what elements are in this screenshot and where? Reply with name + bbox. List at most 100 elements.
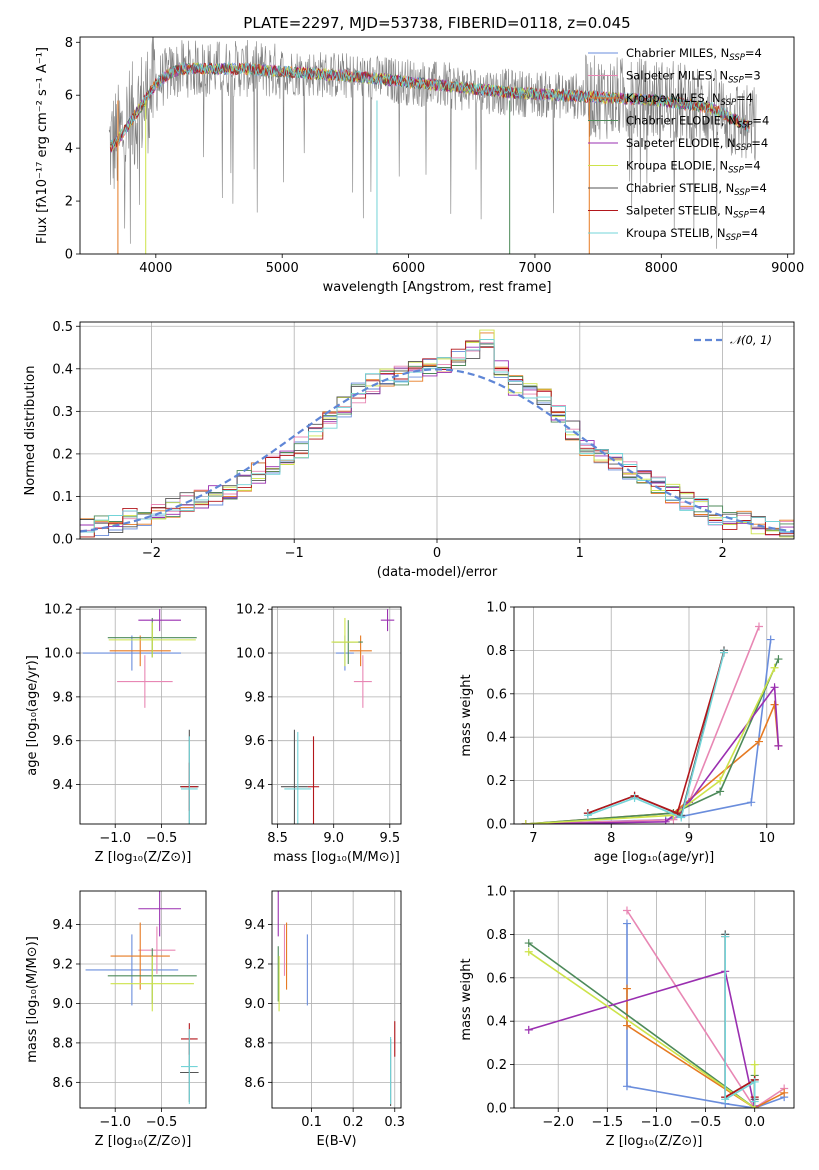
mass-weight-marker: [721, 1095, 730, 1104]
mass-weight-marker: [755, 737, 763, 746]
mass-weight-marker: [716, 787, 725, 796]
x-tick-label: 0: [433, 546, 441, 561]
axes-frame: [79, 321, 795, 540]
mass-weight-marker: [524, 947, 533, 956]
mass-weight-marker: [774, 741, 783, 750]
mass-weight-marker: [661, 817, 670, 824]
y-tick-label: 9.4: [244, 778, 265, 793]
mass-weight-marker: [770, 683, 779, 692]
histogram-step: [80, 339, 794, 533]
x-tick-label: 7000: [518, 261, 551, 276]
normal-reference-curve: [80, 368, 794, 533]
panel-mass-vs-Z: −1.0 −0.5 8.6 8.8 9.0 9.2 9.4 Z [log₁₀(Z/Z⊙)] ma…: [25, 890, 207, 1149]
axes-residuals: −2 −1 0 1 2 0.0 0.1 0.2 0.3 0.4 0.5: [52, 320, 726, 561]
y-tick-label: 0.8: [486, 644, 507, 659]
mass-weight-marker: [780, 1088, 789, 1097]
mass-weight-marker: [524, 939, 533, 948]
y-tick-label: 9.0: [52, 997, 73, 1012]
mass-weight-line: [525, 658, 780, 824]
x-tick-label: 6000: [392, 261, 425, 276]
y-tick-label: 9.8: [244, 690, 265, 705]
y-tick-label: 9.8: [52, 690, 73, 705]
x-tick-label: 0.3: [384, 1115, 405, 1130]
mass-weight-marker: [766, 635, 775, 644]
plot-area-age-vs-Z: [82, 609, 199, 824]
mass-weight-line: [525, 626, 760, 824]
y-tick-label: 10.2: [236, 603, 265, 618]
plot-area-spectrum: [108, 37, 757, 254]
panel-residuals: −2 −1 0 1 2 0.0 0.1 0.2 0.3 0.4 0.5 (data-model)/er…: [23, 320, 795, 580]
model-spectrum-line: [110, 61, 750, 147]
mass-weight-marker: [720, 648, 728, 657]
x-axis-label: (data-model)/error: [377, 565, 498, 580]
x-tick-label: −0.5: [690, 1115, 722, 1130]
y-tick-label: 10.2: [44, 603, 73, 618]
plot-area-residuals: [80, 329, 794, 538]
mass-weight-marker: [521, 820, 530, 824]
y-tick-label: 0.4: [52, 362, 73, 377]
x-tick-label: −2.0: [542, 1115, 574, 1130]
x-tick-label: 10: [759, 831, 776, 846]
x-axis-label: Z [log₁₀(Z/Z⊙)]: [95, 850, 192, 865]
chart-panels: 4000 5000 6000 7000 8000 9000 0 2 4 6 8 wavelength …: [23, 36, 804, 1149]
x-tick-label: 8000: [645, 261, 678, 276]
axes-weight-vs-age: 7 8 9 10 0.0 0.2 0.4 0.6 0.8 1.0: [486, 601, 775, 847]
plot-area-age-vs-mass: [280, 609, 395, 824]
y-tick-label: 8: [65, 36, 73, 51]
x-tick-label: −1.0: [99, 831, 131, 846]
legend-entry: Kroupa MILES, NSSP=4: [626, 91, 753, 108]
y-tick-label: 9.4: [244, 918, 265, 933]
x-tick-label: −2: [142, 546, 161, 561]
mass-weight-marker: [750, 1097, 759, 1106]
mass-weight-marker: [622, 1082, 631, 1091]
mass-weight-marker: [583, 811, 592, 820]
y-tick-label: 8.8: [244, 1036, 265, 1051]
y-tick-label: 9.0: [244, 997, 265, 1012]
axes-frame: [513, 890, 795, 1109]
mass-weight-marker: [770, 700, 779, 709]
mass-weight-line: [724, 936, 756, 1102]
x-tick-label: −1.5: [592, 1115, 624, 1130]
y-tick-label: 0.2: [486, 1058, 507, 1073]
mass-weight-marker: [524, 1025, 533, 1034]
legend-entry: Salpeter ELODIE, NSSP=4: [626, 136, 768, 153]
x-axis-label: E(B-V): [316, 1134, 356, 1149]
panel-mass-vs-ebv: 0.1 0.2 0.3 8.6 8.8 9.0 9.2 9.4 E(B-V): [244, 890, 405, 1149]
axes-frame: [271, 606, 402, 825]
legend-entry: Kroupa STELIB, NSSP=4: [626, 226, 758, 243]
x-axis-label: mass [log₁₀(M/M⊙)]: [273, 850, 400, 865]
legend-entry: Chabrier STELIB, NSSP=4: [626, 181, 767, 198]
y-tick-label: 0.8: [486, 928, 507, 943]
x-tick-label: 7: [529, 831, 537, 846]
mass-weight-line: [587, 652, 725, 819]
mass-weight-marker: [750, 1060, 759, 1069]
mass-weight-marker: [755, 622, 763, 631]
x-tick-label: −1: [285, 546, 304, 561]
y-tick-label: 0.1: [52, 490, 73, 505]
legend-entry: Salpeter STELIB, NSSP=4: [626, 204, 766, 221]
mass-weight-marker: [747, 798, 756, 807]
y-tick-label: 0: [65, 248, 73, 263]
mass-weight-marker: [622, 1021, 631, 1030]
y-axis-label: Flux [fλ10⁻¹⁷ erg cm⁻² s⁻¹ A⁻¹]: [35, 47, 50, 244]
mass-weight-marker: [622, 906, 631, 915]
x-tick-label: 9.5: [379, 831, 400, 846]
axes-age-vs-mass: 8.5 9.0 9.5 9.4 9.6 9.8 10.0 10.2: [236, 603, 400, 846]
y-tick-label: 9.2: [52, 957, 73, 972]
plot-area-mass-vs-Z: [85, 891, 199, 1105]
x-tick-label: −0.5: [146, 831, 178, 846]
axes-frame: [513, 606, 795, 825]
panel-weight-vs-Z: −2.0 −1.5 −1.0 −0.5 0.0 0.0 0.2 0.4 0.6 0.8 1.0 Z […: [459, 885, 795, 1149]
x-tick-label: 4000: [139, 261, 172, 276]
mass-weight-marker: [677, 813, 686, 822]
y-tick-label: 0.0: [486, 818, 507, 833]
x-tick-label: −1.0: [99, 1115, 131, 1130]
x-tick-label: 9: [685, 831, 693, 846]
y-tick-label: 2: [65, 195, 73, 210]
y-tick-label: 1.0: [486, 885, 507, 900]
x-axis-label: Z [log₁₀(Z/Z⊙)]: [95, 1134, 192, 1149]
y-tick-label: 0.5: [52, 320, 73, 335]
y-tick-label: 8.6: [244, 1076, 265, 1091]
x-tick-label: −0.5: [146, 1115, 178, 1130]
y-tick-label: 9.2: [244, 957, 265, 972]
